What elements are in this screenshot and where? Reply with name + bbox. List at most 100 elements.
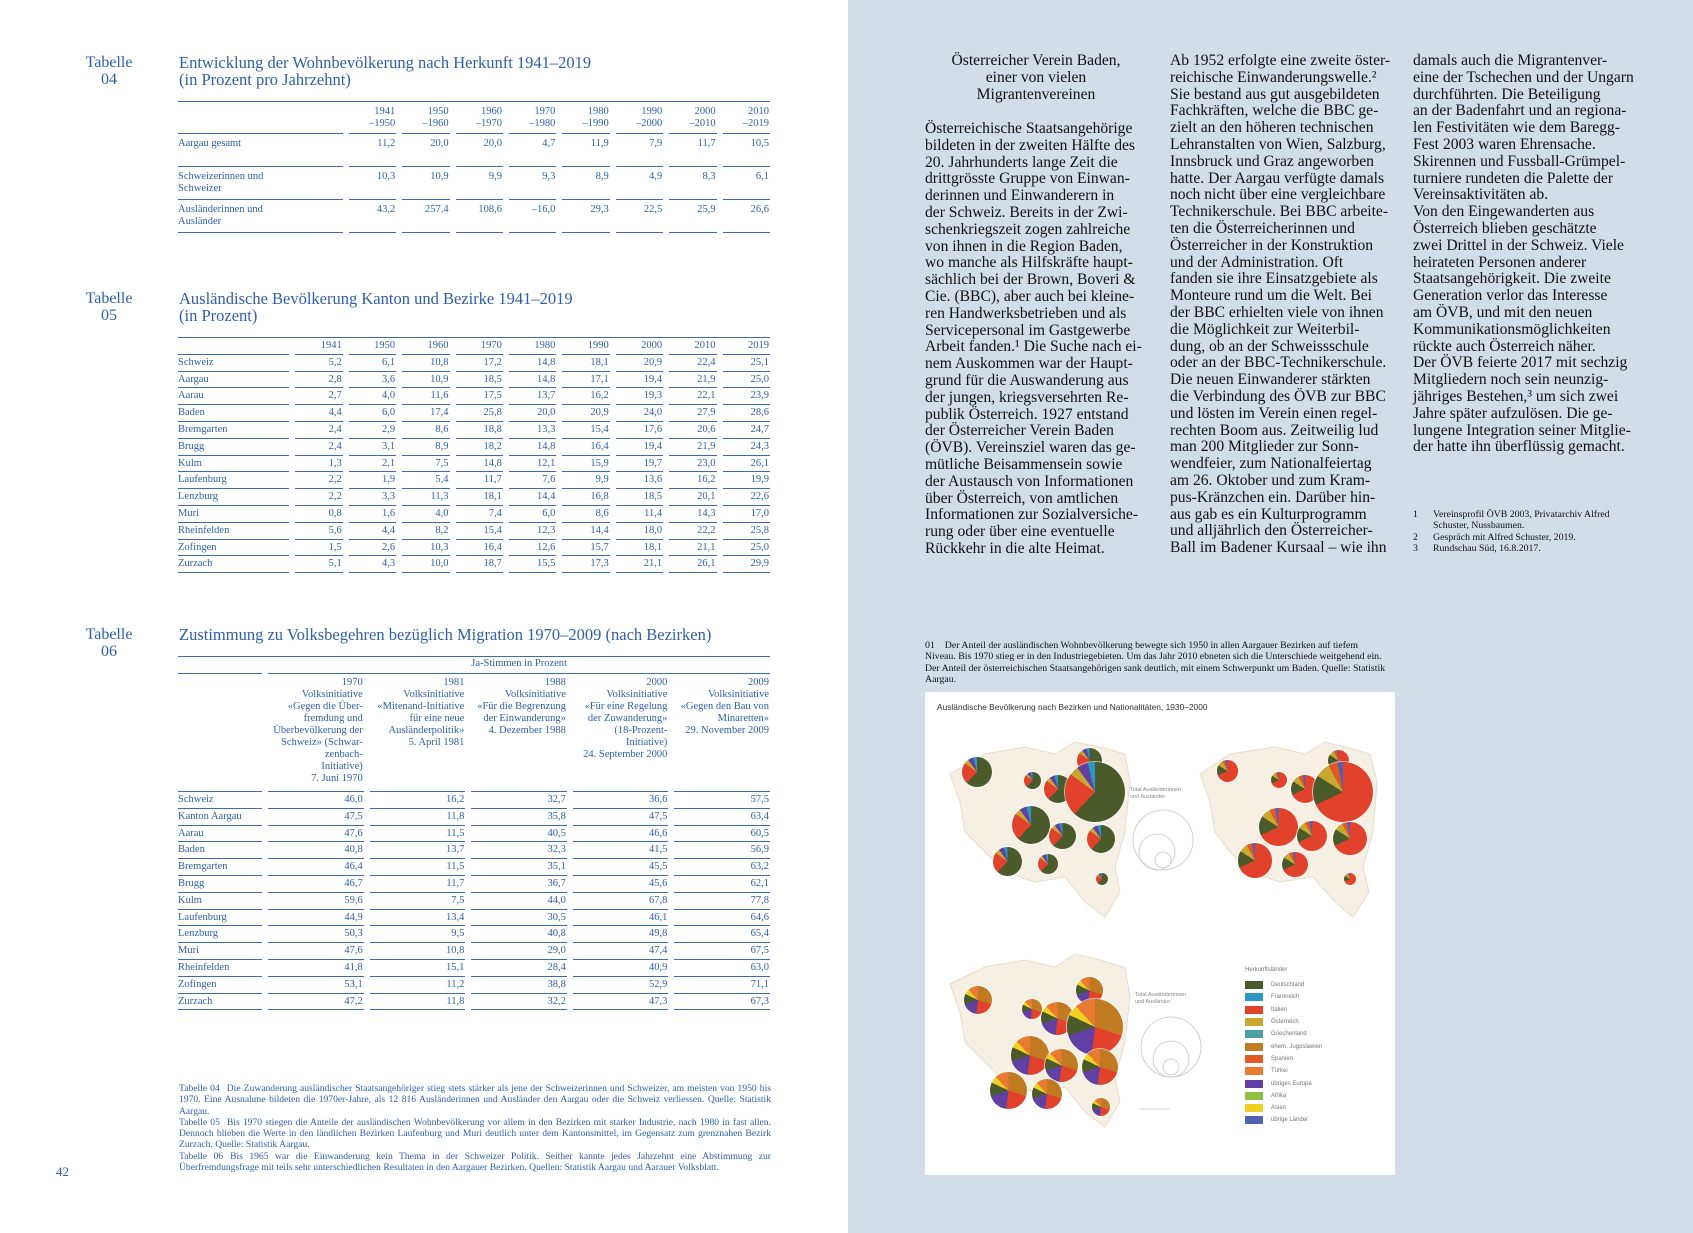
table-cell: 12,1: [508, 456, 557, 473]
row-label: Brugg: [178, 439, 290, 456]
table-cell: 1,9: [348, 472, 397, 490]
table-cell: 20,6: [669, 422, 717, 439]
table-row: Rheinfelden 5,6 4,4 8,2 15,4 12,3 14,4 18,0 22,2…: [178, 523, 770, 540]
row-label: Lenzburg: [178, 926, 263, 944]
table-cell: 45,5: [572, 859, 669, 876]
table-cell: 11,2: [348, 134, 397, 167]
table-cell: 15,4: [562, 422, 610, 439]
row-label: Kanton Aargau: [178, 809, 263, 826]
article-heading: Österreicher Verein Baden, einer von vie…: [951, 52, 1121, 103]
table06-top-rule: [178, 656, 770, 657]
row-label: Schweiz: [178, 355, 290, 372]
table-cell: 40,8: [471, 926, 567, 944]
table-cell: 1,6: [348, 506, 397, 523]
table-cell: 40,5: [471, 826, 567, 843]
legend-item: übriges Europa: [1245, 1077, 1322, 1089]
table-cell: 29,0: [471, 943, 567, 960]
table-cell: 52,9: [572, 977, 669, 994]
table-cell: 17,5: [455, 388, 503, 406]
column-header: 2000 –2010: [669, 102, 717, 134]
table-cell: 2,4: [295, 422, 343, 439]
table-cell: 2,4: [295, 439, 343, 456]
legend-label: Deutschland: [1271, 982, 1305, 989]
row-label: Bremgarten: [178, 859, 263, 876]
column-header: 1970: [455, 338, 503, 355]
table-cell: 2,7: [295, 388, 343, 406]
table-cell: 67,8: [572, 893, 669, 910]
footnote-number: 1: [1413, 509, 1418, 520]
column-header: 1950: [348, 338, 397, 355]
table-row: Zofingen 1,5 2,6 10,3 16,4 12,6 15,7 18,1 21,1 25…: [178, 540, 770, 557]
table-cell: 47,5: [268, 809, 364, 826]
table-cell: 18,8: [455, 422, 503, 439]
table-cell: 6,0: [348, 405, 397, 422]
table-cell: 47,2: [268, 994, 364, 1011]
note-text: Bis 1965 war die Einwanderung kein Thema…: [179, 1150, 771, 1174]
legend-item: Afrika: [1245, 1090, 1322, 1102]
table-cell: 24,3: [722, 439, 770, 456]
table-cell: 32,7: [471, 792, 567, 809]
table-cell: 27,9: [669, 405, 717, 422]
pie-mark: [1045, 1048, 1079, 1082]
pie-mark: [1021, 998, 1042, 1019]
table-cell: 17,1: [562, 372, 610, 389]
table-cell: 20,0: [508, 405, 557, 422]
table-cell: 11,7: [369, 876, 466, 893]
table-cell: 21,1: [615, 556, 664, 574]
legend-swatch: [1245, 993, 1263, 1002]
table-cell: 46,6: [572, 826, 669, 843]
table-cell: 25,8: [722, 523, 770, 540]
table-cell: 17,3: [562, 556, 610, 574]
legend-swatch: [1245, 1091, 1263, 1100]
table-cell: 15,4: [455, 523, 503, 540]
column-header: 2000: [615, 338, 664, 355]
table-cell: 41,8: [268, 960, 364, 977]
legend-label: übriges Europa: [1271, 1080, 1312, 1087]
table-cell: 25,0: [722, 540, 770, 557]
row-label: Schweiz: [178, 792, 263, 809]
row-label: Rheinfelden: [178, 960, 263, 977]
table-cell: 18,1: [455, 489, 503, 506]
table-cell: 67,5: [674, 943, 770, 960]
pie-mark: [993, 847, 1022, 876]
pie-mark: [1091, 1097, 1111, 1117]
legend-item: Griechenland: [1245, 1028, 1322, 1040]
column-header: 2000 Volksinitiative «Für eine Regelung …: [572, 674, 669, 792]
table-row: Zurzach 5,1 4,3 10,0 18,7 15,5 17,3 21,1 26,1 29,…: [178, 556, 770, 574]
table-cell: 108,6: [455, 200, 504, 233]
table-cell: 13,3: [508, 422, 557, 439]
table-cell: 13,7: [508, 388, 557, 406]
table04-label: Tabelle 04: [85, 54, 133, 88]
table-cell: 4,0: [402, 506, 450, 523]
legend-item: Spanien: [1245, 1053, 1322, 1065]
table05-top-rule: [178, 337, 770, 338]
legend-item: Deutschland: [1245, 979, 1322, 991]
legend-item: Frankreich: [1245, 991, 1322, 1003]
table-cell: 7,4: [455, 506, 503, 523]
figure-caption: 01 Der Anteil der ausländischen Wohnbevöl…: [925, 640, 1390, 685]
table-cell: 17,6: [615, 422, 664, 439]
table-cell: 2,8: [295, 372, 343, 389]
row-label: Kulm: [178, 456, 290, 473]
pie-mark: [1296, 821, 1327, 851]
table-row: Laufenburg 44,9 13,4 30,5 46,1 64,6: [178, 910, 770, 927]
row-label: Lenzburg: [178, 489, 290, 506]
table-row: Schweizerinnen und Schweizer 10,3 10,9 9,9 9…: [178, 167, 770, 200]
table-cell: 21,1: [669, 540, 717, 557]
table-cell: 14,4: [562, 523, 610, 540]
pie-mark: [1282, 851, 1308, 877]
paragraph: Die neuen Einwanderer stärkten die Verbi…: [1170, 371, 1387, 557]
table-row: Bremgarten 46,4 11,5 35,1 45,5 63,2: [178, 859, 770, 876]
row-label: Ausländerinnen und Ausländer: [178, 200, 343, 233]
table-cell: 16,4: [455, 540, 503, 557]
legend-swatch: [1245, 1030, 1263, 1039]
column-header: 1970 Volksinitiative «Gegen die Über- fr…: [268, 674, 364, 792]
table-cell: 26,1: [669, 556, 717, 574]
row-label: Rheinfelden: [178, 523, 290, 540]
column-header: 1990 –2000: [615, 102, 664, 134]
table-row: Schweiz 5,2 6,1 10,8 17,2 14,8 18,1 20,9 22,4 25,…: [178, 355, 770, 372]
group-header: Ja-Stimmen in Prozent: [268, 657, 770, 674]
table-row: Rheinfelden 41,8 15,1 28,4 40,9 63,0: [178, 960, 770, 977]
text-column-2: Ab 1952 erfolgte eine zweite öster- reic…: [1170, 52, 1392, 557]
table-row: Brugg 46,7 11,7 36,7 45,6 62,1: [178, 876, 770, 893]
